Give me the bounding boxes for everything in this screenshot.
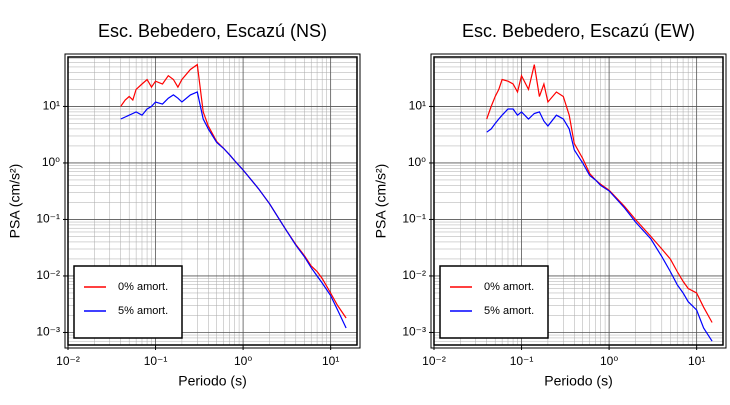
x-tick-label: 10¹ — [322, 354, 339, 368]
chart-title: Esc. Bebedero, Escazú (NS) — [98, 21, 327, 41]
y-tick-label: 10⁻² — [402, 268, 426, 282]
x-tick-label: 10⁻² — [56, 354, 80, 368]
plot-frame-outer — [430, 53, 727, 349]
series-line — [120, 91, 347, 329]
x-tick-label: 10⁻¹ — [510, 354, 534, 368]
y-tick-label: 10⁻¹ — [402, 212, 426, 226]
x-axis-label: Periodo (s) — [544, 373, 612, 389]
y-axis-label: PSA (cm/s²) — [7, 164, 23, 239]
plot-frame-outer — [64, 53, 361, 349]
y-tick-label: 10¹ — [409, 99, 426, 113]
legend-label: 0% amort. — [484, 281, 534, 293]
y-tick-label: 10⁰ — [42, 155, 60, 169]
x-axis-label: Periodo (s) — [178, 373, 246, 389]
series-line — [120, 63, 347, 319]
series-line — [486, 108, 713, 342]
legend-label: 0% amort. — [118, 281, 168, 293]
legend-label: 5% amort. — [484, 305, 534, 317]
y-tick-label: 10⁻³ — [36, 325, 60, 339]
plot-frame — [433, 56, 724, 346]
x-tick-label: 10⁻¹ — [144, 354, 168, 368]
y-tick-label: 10⁻³ — [402, 325, 426, 339]
legend-label: 5% amort. — [118, 305, 168, 317]
y-tick-label: 10¹ — [43, 99, 60, 113]
x-tick-label: 10⁰ — [600, 354, 618, 368]
x-tick-label: 10⁰ — [234, 354, 252, 368]
chart-title: Esc. Bebedero, Escazú (EW) — [462, 21, 695, 41]
plot-frame — [67, 56, 358, 346]
legend-box — [439, 265, 549, 339]
y-tick-label: 10⁻¹ — [36, 212, 60, 226]
legend-box — [73, 265, 183, 339]
series-line — [486, 64, 713, 323]
x-tick-label: 10¹ — [688, 354, 705, 368]
y-axis-label: PSA (cm/s²) — [373, 164, 389, 239]
y-tick-label: 10⁻² — [36, 268, 60, 282]
x-tick-label: 10⁻² — [422, 354, 446, 368]
y-tick-label: 10⁰ — [408, 155, 426, 169]
